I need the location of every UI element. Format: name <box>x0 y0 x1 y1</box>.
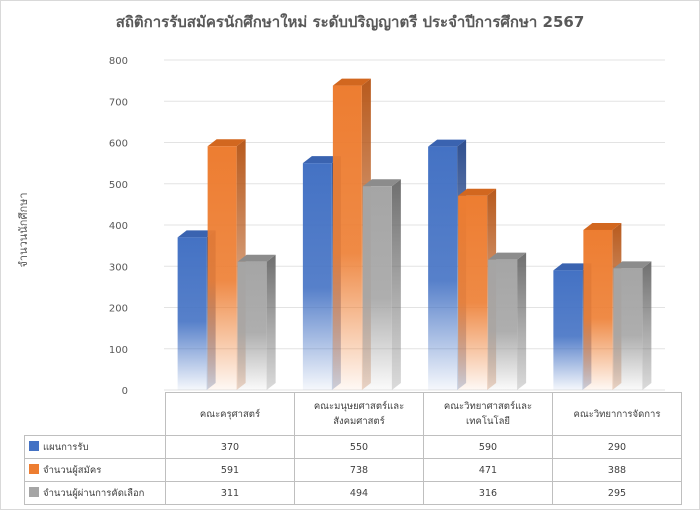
bar-top <box>237 254 276 262</box>
category-label-line: คณะมนุษยศาสตร์และ <box>313 401 405 412</box>
data-label: 738 <box>294 458 424 482</box>
bar-front <box>583 229 613 390</box>
bar-front <box>458 195 488 390</box>
table-row: จำนวนผู้ผ่านการคัดเลือก 311 494 316 295 <box>24 481 682 505</box>
bar-front <box>302 163 332 390</box>
y-tick-label: 300 <box>109 262 128 273</box>
bar-side <box>391 179 401 390</box>
bar-front <box>488 259 518 390</box>
bar-top <box>488 252 527 260</box>
data-table: คณะครุศาสตร์ คณะมนุษยศาสตร์และสังคมศาสตร์… <box>24 392 682 505</box>
series-name: จำนวนผู้สมัคร <box>43 464 102 476</box>
bar-front <box>613 268 643 390</box>
table-row: จำนวนผู้สมัคร 591 738 471 388 <box>24 458 682 482</box>
y-tick-label: 500 <box>109 180 128 191</box>
data-label: 471 <box>423 458 553 482</box>
legend-entry: แผนการรับ <box>24 435 166 459</box>
bar-side <box>266 254 276 390</box>
series-name: แผนการรับ <box>43 441 89 453</box>
y-tick-label: 700 <box>109 97 128 108</box>
category-label: คณะมนุษยศาสตร์และสังคมศาสตร์ <box>294 392 424 436</box>
data-label: 591 <box>165 458 295 482</box>
category-label-line: คณะวิทยาศาสตร์และ <box>443 401 533 412</box>
bar-top <box>428 139 467 147</box>
bar-front <box>207 146 237 390</box>
series-name: จำนวนผู้ผ่านการคัดเลือก <box>43 487 145 499</box>
y-tick-label: 800 <box>109 56 128 67</box>
legend-swatch <box>29 486 39 497</box>
y-tick-label: 200 <box>109 304 128 315</box>
bar-front <box>428 146 458 390</box>
bar-front <box>553 270 583 390</box>
y-tick-label: 100 <box>109 345 128 356</box>
bar-top <box>177 230 216 238</box>
legend-entry: จำนวนผู้สมัคร <box>24 458 166 482</box>
legend-entry: จำนวนผู้ผ่านการคัดเลือก <box>24 481 166 505</box>
data-label: 590 <box>423 435 553 459</box>
bar <box>237 254 276 390</box>
bar-top <box>332 78 371 86</box>
data-label: 550 <box>294 435 424 459</box>
bar-side <box>517 252 527 390</box>
bar-front <box>177 237 207 390</box>
bar-top <box>553 263 592 271</box>
category-label-line: เทคโนโลยี <box>466 416 510 427</box>
y-tick-label: 0 <box>122 386 128 397</box>
bar <box>613 261 652 390</box>
category-label: คณะวิทยาการจัดการ <box>552 392 682 436</box>
bar <box>332 78 371 390</box>
data-label: 295 <box>552 481 682 505</box>
legend-swatch <box>29 440 39 451</box>
bar-top <box>207 139 246 147</box>
category-label-line: คณะวิทยาการจัดการ <box>573 408 661 420</box>
data-label: 290 <box>552 435 682 459</box>
bars <box>177 78 652 390</box>
bar <box>488 252 527 390</box>
bar-top <box>583 222 622 230</box>
y-tick-label: 600 <box>109 139 128 150</box>
bar-top <box>302 156 341 164</box>
y-tick-label: 400 <box>109 221 128 232</box>
chart-title: สถิติการรับสมัครนักศึกษาใหม่ ระดับปริญญา… <box>115 13 585 31</box>
data-label: 370 <box>165 435 295 459</box>
bar-front <box>332 85 362 390</box>
bar-front <box>237 261 267 390</box>
y-axis-ticks: 0 100 200 300 400 500 600 700 800 <box>109 56 128 397</box>
category-label: คณะครุศาสตร์ <box>165 392 295 436</box>
category-label-line: คณะครุศาสตร์ <box>199 408 261 420</box>
data-label: 311 <box>165 481 295 505</box>
category-label: คณะวิทยาศาสตร์และเทคโนโลยี <box>423 392 553 436</box>
bar-side <box>642 261 652 390</box>
category-label-line: สังคมศาสตร์ <box>333 416 385 427</box>
data-label: 388 <box>552 458 682 482</box>
data-label: 494 <box>294 481 424 505</box>
bar-top <box>613 261 652 269</box>
bar-front <box>362 186 392 390</box>
bar-top <box>362 179 401 187</box>
bar-chart: 0 100 200 300 400 500 600 700 800 <box>109 56 665 397</box>
table-corner <box>25 393 166 436</box>
bar <box>362 179 401 390</box>
table-row: แผนการรับ 370 550 590 290 <box>24 435 682 459</box>
bar-top <box>458 188 497 196</box>
data-label: 316 <box>423 481 553 505</box>
legend-swatch <box>29 463 39 474</box>
